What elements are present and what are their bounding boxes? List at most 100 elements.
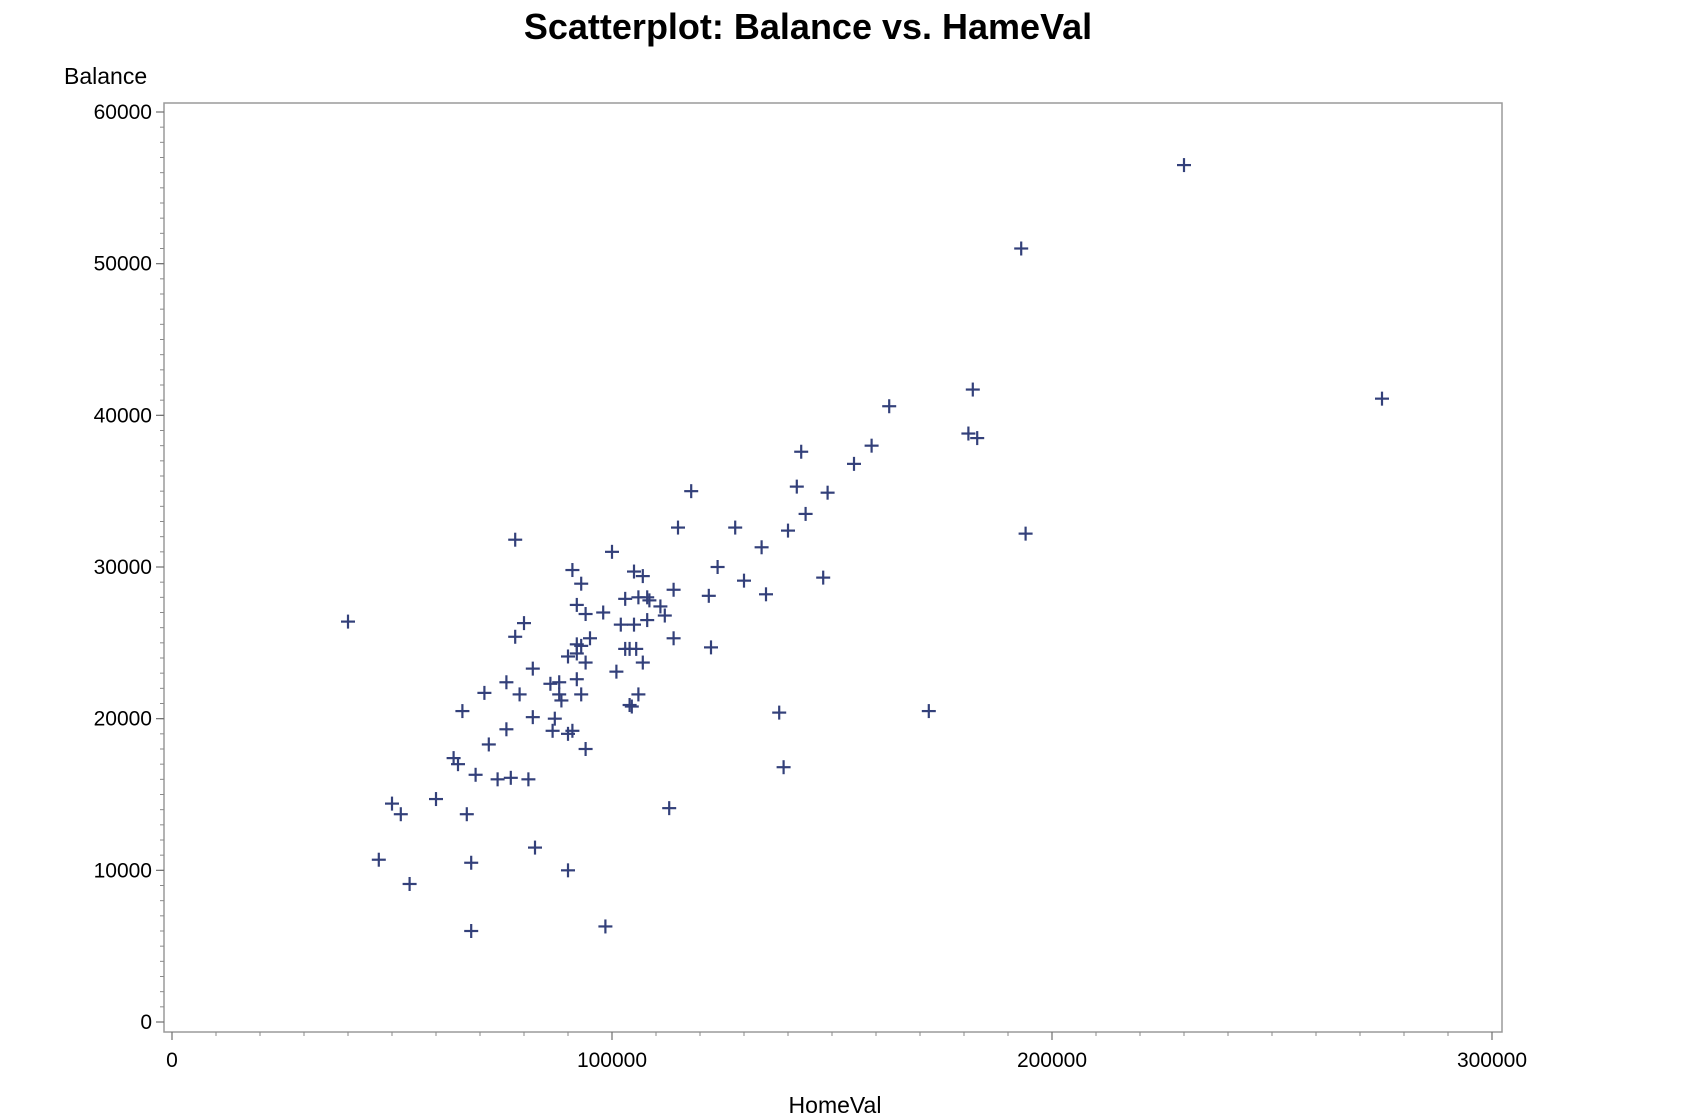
data-point: [624, 699, 639, 714]
data-point: [622, 698, 637, 713]
data-point: [789, 479, 804, 494]
data-point: [561, 649, 575, 664]
data-point: [521, 772, 536, 787]
data-point: [503, 770, 518, 785]
data-point: [499, 675, 514, 690]
data-point: [429, 792, 443, 807]
data-point: [554, 693, 569, 708]
data-point: [393, 807, 408, 822]
y-tick-label: 20000: [94, 708, 152, 731]
data-point: [455, 704, 470, 719]
data-point: [640, 613, 655, 628]
data-point: [574, 576, 589, 591]
y-tick-label: 30000: [94, 556, 152, 579]
data-point: [671, 520, 685, 535]
data-point: [605, 544, 619, 559]
data-point: [459, 807, 474, 822]
data-point: [598, 919, 613, 934]
data-point: [609, 664, 624, 679]
data-point: [635, 655, 650, 670]
data-point: [574, 638, 589, 653]
data-point: [627, 617, 641, 632]
chart-title: Scatterplot: Balance vs. HameVal: [524, 6, 1092, 47]
y-tick-label: 60000: [94, 101, 152, 124]
data-point: [627, 564, 641, 579]
data-point: [451, 757, 465, 772]
data-point: [528, 840, 542, 855]
y-tick-label: 50000: [94, 253, 152, 276]
data-point: [776, 760, 791, 775]
data-point: [781, 523, 795, 538]
data-point: [666, 631, 681, 646]
data-point: [490, 772, 505, 787]
data-points: [341, 158, 1389, 938]
data-point: [464, 855, 479, 870]
data-point: [772, 705, 787, 720]
data-point: [499, 722, 514, 737]
data-point: [970, 431, 985, 446]
x-tick-label: 200000: [1017, 1049, 1087, 1072]
data-point: [578, 607, 593, 622]
data-point: [635, 569, 650, 584]
data-point: [684, 484, 699, 499]
data-point: [965, 382, 980, 397]
data-point: [341, 614, 355, 629]
data-point: [820, 485, 835, 500]
y-tick-label: 10000: [94, 859, 152, 882]
y-tick-label: 40000: [94, 404, 152, 427]
data-point: [512, 687, 527, 702]
data-point: [847, 456, 861, 471]
data-point: [631, 687, 646, 702]
data-point: [737, 573, 751, 588]
data-point: [545, 723, 560, 738]
data-point: [583, 631, 597, 646]
data-point: [477, 685, 492, 700]
data-point: [578, 655, 593, 670]
x-axis-ticks: 0 100000 200000 300000: [166, 1032, 1527, 1072]
data-point: [525, 661, 540, 676]
plot-frame: [163, 102, 1503, 1033]
data-point: [642, 593, 657, 608]
data-point: [508, 629, 523, 644]
data-point: [728, 520, 743, 535]
data-point: [561, 863, 575, 878]
data-point: [710, 560, 725, 574]
data-point: [666, 582, 681, 597]
data-point: [754, 540, 769, 555]
data-point: [1177, 158, 1191, 173]
data-point: [552, 687, 567, 702]
data-point: [1018, 526, 1033, 541]
data-point: [569, 597, 584, 612]
data-point: [547, 711, 562, 726]
data-point: [517, 616, 531, 631]
data-point: [618, 591, 633, 606]
data-point: [704, 640, 718, 655]
x-tick-label: 100000: [577, 1049, 647, 1072]
data-point: [525, 710, 540, 725]
data-point: [569, 672, 584, 687]
data-point: [464, 924, 479, 938]
data-point: [701, 588, 716, 603]
data-point: [402, 876, 417, 891]
data-point: [1375, 391, 1389, 406]
data-point: [508, 532, 523, 547]
data-point: [385, 796, 399, 811]
data-point: [569, 646, 584, 661]
data-point: [552, 675, 567, 690]
data-point: [662, 801, 677, 816]
data-point: [596, 605, 611, 620]
data-point: [798, 506, 813, 521]
data-point: [794, 444, 809, 459]
data-point: [565, 723, 580, 738]
data-point: [578, 742, 593, 756]
data-point: [653, 599, 668, 614]
data-point: [816, 570, 831, 585]
data-point: [759, 587, 773, 602]
data-point: [864, 438, 879, 453]
data-point: [565, 563, 580, 578]
data-point: [629, 641, 644, 656]
y-axis-label: Balance: [64, 63, 147, 89]
y-tick-label: 0: [140, 1011, 152, 1034]
data-point: [543, 676, 558, 691]
